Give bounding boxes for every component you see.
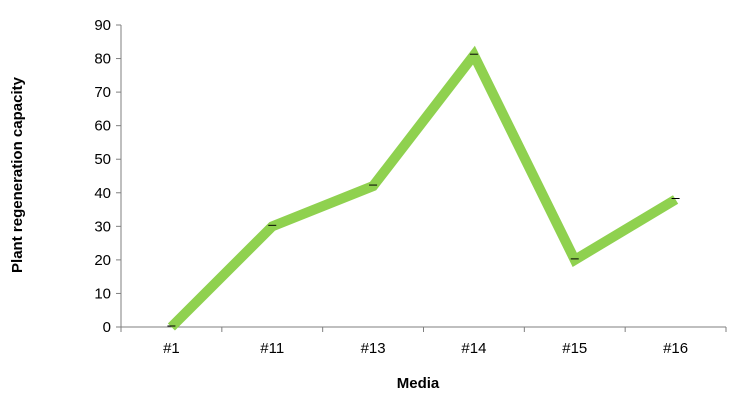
series-layer — [167, 45, 680, 331]
y-tick-label: 0 — [103, 319, 111, 336]
x-tick-label: #1 — [163, 340, 180, 357]
x-tick-label: #16 — [663, 340, 688, 357]
y-tick-label: 10 — [94, 285, 111, 302]
y-axis-title: Plant regeneration capacity — [9, 76, 26, 273]
axes — [116, 24, 727, 332]
y-tick-label: 40 — [94, 185, 111, 202]
series-line — [167, 45, 679, 331]
x-axis-title: Media — [397, 375, 440, 392]
y-tick-label: 80 — [94, 51, 111, 68]
x-tick-label: #13 — [361, 340, 386, 357]
x-tick-label: #11 — [260, 340, 284, 357]
y-tick-labels: 0 10 20 30 40 50 60 70 80 90 — [94, 17, 111, 336]
y-tick-label: 60 — [94, 118, 111, 135]
y-tick-label: 90 — [94, 17, 111, 34]
x-tick-label: #14 — [461, 340, 486, 357]
y-tick-label: 70 — [94, 84, 111, 101]
y-tick-label: 50 — [94, 151, 111, 168]
y-tick-label: 20 — [94, 252, 111, 269]
x-tick-label: #15 — [562, 340, 587, 357]
y-tick-label: 30 — [94, 218, 111, 235]
x-tick-labels: #1 #11 #13 #14 #15 #16 — [163, 340, 688, 357]
